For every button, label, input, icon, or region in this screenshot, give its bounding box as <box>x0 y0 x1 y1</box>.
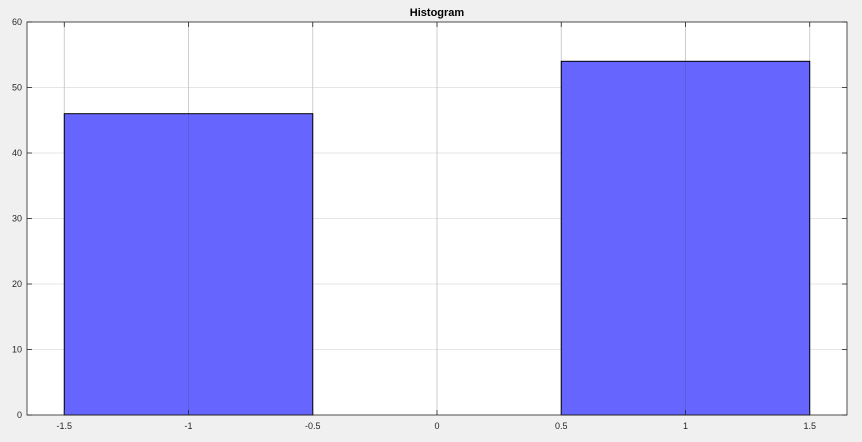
x-tick-label: 1.5 <box>803 421 816 431</box>
y-tick-label: 10 <box>12 345 22 355</box>
x-tick-label: 0 <box>434 421 439 431</box>
histogram-bar <box>560 60 811 416</box>
y-tick-label: 30 <box>12 214 22 224</box>
x-tick-label: -0.5 <box>305 421 321 431</box>
x-tick-label: -1 <box>185 421 193 431</box>
y-tick-label: 60 <box>12 17 22 27</box>
chart-title: Histogram <box>410 7 465 19</box>
y-tick-label: 50 <box>12 83 22 93</box>
y-tick-label: 0 <box>17 410 22 420</box>
y-tick-label: 20 <box>12 279 22 289</box>
x-tick-label: -1.5 <box>57 421 73 431</box>
bars <box>63 60 811 416</box>
x-tick-label: 1 <box>683 421 688 431</box>
histogram-bar <box>63 113 314 416</box>
ticks: -1.5 -1 -0.5 0 0.5 1 1.5 0 10 20 30 40 50 60 <box>12 17 847 431</box>
x-tick-label: 0.5 <box>555 421 568 431</box>
y-tick-label: 40 <box>12 148 22 158</box>
